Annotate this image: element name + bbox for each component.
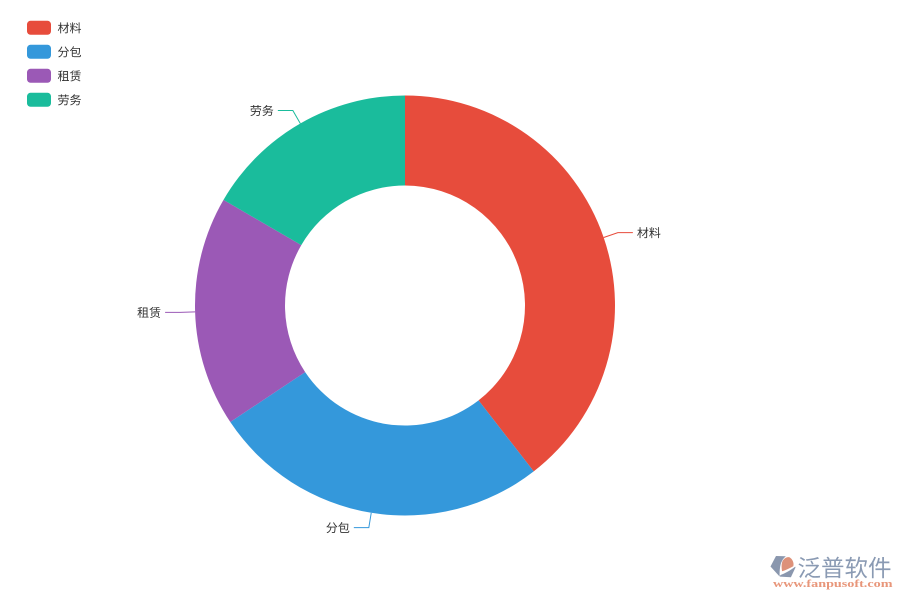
svg-text:www.fanpusoft.com: www.fanpusoft.com [773, 578, 893, 590]
